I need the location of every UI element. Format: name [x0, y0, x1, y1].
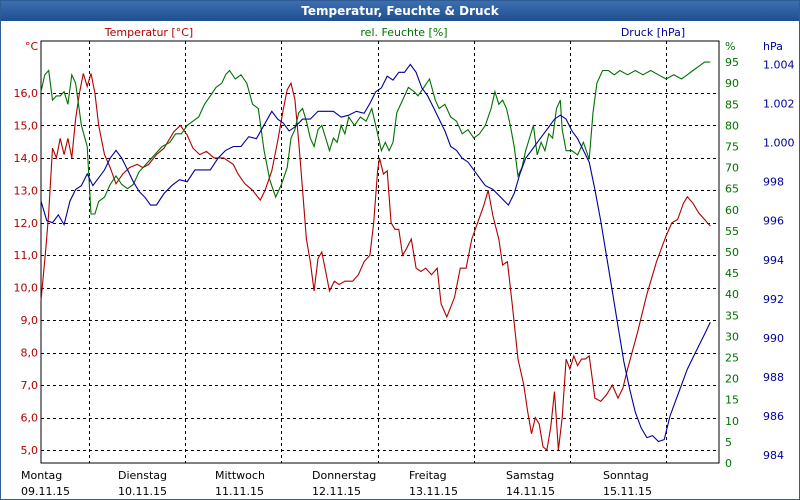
series-line-humidity [40, 61, 711, 215]
axes: 5,0 6,0 7,0 8,0 9,0 10,0 11,0 12,0 13,0 14,0 15,0 1… [14, 26, 795, 498]
series-label-pressure: Druck [hPa] [621, 26, 685, 39]
tick-label-temperature: 11,0 [14, 249, 39, 262]
tick-label-humidity: 65 [725, 183, 739, 196]
x-date-label: 09.11.15 [21, 485, 70, 498]
unit-label-temperature: °C [25, 40, 39, 53]
tick-label-pressure: 984 [763, 449, 784, 462]
x-day-label: Mittwoch [215, 469, 265, 482]
tick-label-temperature: 15,0 [14, 119, 39, 132]
tick-label-temperature: 7,0 [21, 379, 39, 392]
tick-label-pressure: 990 [763, 332, 784, 345]
tick-label-humidity: 0 [725, 457, 732, 470]
tick-label-humidity: 5 [725, 436, 732, 449]
tick-label-temperature: 6,0 [21, 412, 39, 425]
tick-label-humidity: 75 [725, 141, 739, 154]
x-date-label: 15.11.15 [603, 485, 652, 498]
tick-label-humidity: 45 [725, 267, 739, 280]
tick-label-humidity: 20 [725, 373, 739, 386]
series-label-humidity: rel. Feuchte [%] [360, 26, 447, 39]
unit-label-humidity: % [725, 40, 735, 53]
tick-label-temperature: 8,0 [21, 347, 39, 360]
tick-label-humidity: 35 [725, 309, 739, 322]
tick-label-humidity: 30 [725, 330, 739, 343]
series-line-temperature [40, 73, 711, 452]
tick-label-temperature: 9,0 [21, 314, 39, 327]
tick-label-pressure: 998 [763, 176, 784, 189]
x-date-label: 14.11.15 [506, 485, 555, 498]
tick-label-humidity: 60 [725, 204, 739, 217]
tick-label-temperature: 14,0 [14, 152, 39, 165]
tick-label-pressure: 994 [763, 254, 784, 267]
window-title: Temperatur, Feuchte & Druck [1, 1, 799, 21]
x-date-label: 10.11.15 [118, 485, 167, 498]
tick-label-pressure: 996 [763, 215, 784, 228]
chart: 5,0 6,0 7,0 8,0 9,0 10,0 11,0 12,0 13,0 14,0 15,0 1… [14, 26, 795, 498]
tick-label-temperature: 12,0 [14, 217, 39, 230]
tick-label-temperature: 16,0 [14, 87, 39, 100]
tick-label-humidity: 95 [725, 56, 739, 69]
unit-label-pressure: hPa [763, 40, 783, 53]
x-date-label: 13.11.15 [409, 485, 458, 498]
x-date-label: 12.11.15 [312, 485, 361, 498]
tick-label-pressure: 986 [763, 410, 784, 423]
tick-label-humidity: 55 [725, 225, 739, 238]
tick-label-pressure: 992 [763, 293, 784, 306]
tick-label-humidity: 10 [725, 415, 739, 428]
tick-label-pressure: 1.000 [763, 137, 795, 150]
series-label-temperature: Temperatur [°C] [104, 26, 193, 39]
tick-label-humidity: 40 [725, 288, 739, 301]
tick-label-humidity: 50 [725, 246, 739, 259]
tick-label-pressure: 1.004 [763, 58, 795, 71]
tick-label-temperature: 13,0 [14, 184, 39, 197]
x-day-label: Freitag [409, 469, 447, 482]
x-day-label: Sonntag [603, 469, 649, 482]
x-date-label: 11.11.15 [215, 485, 264, 498]
x-day-label: Donnerstag [312, 469, 376, 482]
tick-label-temperature: 10,0 [14, 282, 39, 295]
tick-label-humidity: 85 [725, 98, 739, 111]
series-line-pressure [40, 63, 711, 443]
tick-label-humidity: 15 [725, 394, 739, 407]
tick-label-pressure: 1.002 [763, 98, 795, 111]
x-day-label: Montag [21, 469, 62, 482]
series-lines [40, 61, 711, 452]
tick-label-humidity: 25 [725, 352, 739, 365]
tick-label-humidity: 70 [725, 162, 739, 175]
x-day-label: Dienstag [118, 469, 167, 482]
tick-label-temperature: 5,0 [21, 444, 39, 457]
plot-frame [40, 40, 720, 464]
tick-label-humidity: 80 [725, 119, 739, 132]
grid-lines [40, 40, 720, 464]
x-day-label: Samstag [506, 469, 554, 482]
tick-label-pressure: 988 [763, 371, 784, 384]
tick-label-humidity: 90 [725, 77, 739, 90]
